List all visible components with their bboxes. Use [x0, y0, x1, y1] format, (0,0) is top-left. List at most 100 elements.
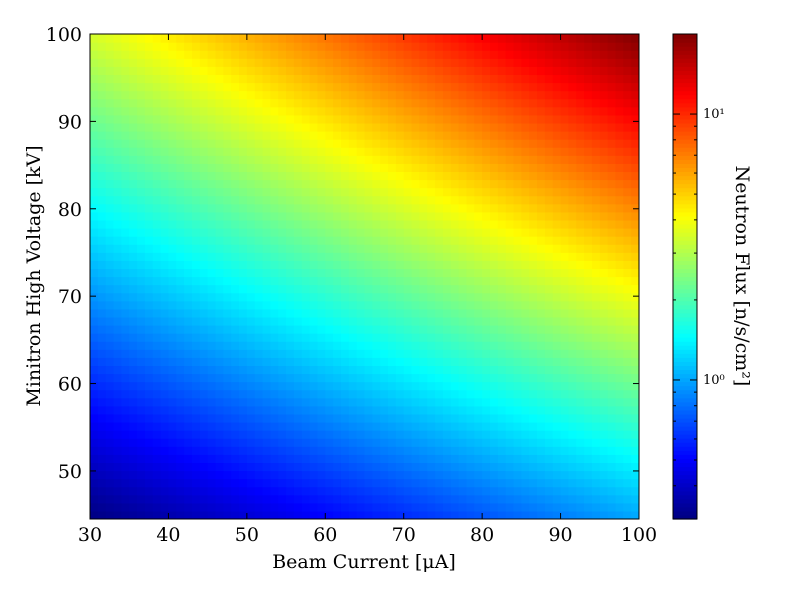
- heatmap-cell: [340, 155, 350, 164]
- heatmap-cell: [388, 462, 397, 472]
- heatmap-cell: [348, 510, 358, 519]
- heatmap-cell: [293, 268, 303, 278]
- heatmap-cell: [513, 122, 522, 132]
- heatmap-cell: [356, 203, 366, 213]
- heatmap-cell: [450, 114, 460, 124]
- heatmap-cell: [427, 171, 436, 181]
- heatmap-cell: [489, 122, 499, 132]
- heatmap-cell: [474, 58, 483, 67]
- heatmap-cell: [458, 195, 468, 205]
- heatmap-cell: [293, 438, 303, 447]
- heatmap-cell: [388, 155, 397, 164]
- colorbar-segment: [673, 135, 697, 140]
- heatmap-cell: [215, 155, 224, 164]
- heatmap-cell: [513, 74, 522, 84]
- heatmap-cell: [497, 333, 507, 342]
- heatmap-cell: [90, 316, 99, 326]
- heatmap-cell: [552, 203, 562, 213]
- heatmap-cell: [599, 349, 609, 358]
- heatmap-cell: [395, 50, 405, 59]
- heatmap-cell: [623, 98, 632, 108]
- heatmap-cell: [435, 284, 444, 294]
- heatmap-cell: [442, 114, 452, 124]
- heatmap-cell: [293, 300, 303, 310]
- heatmap-cell: [293, 357, 303, 367]
- heatmap-cell: [607, 50, 617, 59]
- heatmap-cell: [560, 268, 570, 278]
- heatmap-cell: [544, 228, 554, 237]
- heatmap-cell: [199, 268, 209, 278]
- heatmap-cell: [340, 510, 350, 519]
- heatmap-cell: [537, 494, 546, 504]
- heatmap-cell: [435, 244, 444, 253]
- heatmap-cell: [576, 470, 585, 480]
- heatmap-cell: [144, 389, 154, 399]
- heatmap-cell: [254, 34, 264, 43]
- heatmap-cell: [607, 373, 617, 383]
- heatmap-cell: [246, 308, 256, 318]
- heatmap-cell: [513, 284, 522, 294]
- heatmap-cell: [364, 268, 373, 278]
- heatmap-cell: [395, 203, 405, 213]
- heatmap-cell: [105, 179, 115, 189]
- heatmap-cell: [231, 413, 240, 423]
- heatmap-cell: [184, 98, 193, 108]
- heatmap-cell: [105, 494, 115, 504]
- heatmap-cell: [317, 139, 326, 148]
- heatmap-cell: [168, 122, 177, 132]
- heatmap-cell: [482, 349, 491, 358]
- heatmap-cell: [105, 236, 115, 245]
- heatmap-cell: [184, 147, 193, 156]
- heatmap-cell: [246, 446, 256, 455]
- heatmap-cell: [215, 260, 224, 270]
- heatmap-cell: [144, 292, 154, 302]
- heatmap-cell: [631, 82, 639, 92]
- heatmap-cell: [489, 155, 499, 164]
- colorbar-segment: [673, 256, 697, 261]
- heatmap-cell: [309, 478, 319, 488]
- heatmap-cell: [474, 292, 483, 302]
- heatmap-cell: [223, 244, 232, 253]
- heatmap-cell: [372, 478, 381, 488]
- heatmap-cell: [152, 82, 162, 92]
- heatmap-cell: [286, 252, 295, 261]
- heatmap-cell: [599, 284, 609, 294]
- heatmap-cell: [489, 486, 499, 496]
- heatmap-cell: [356, 357, 366, 367]
- heatmap-cell: [568, 163, 577, 173]
- heatmap-cell: [184, 58, 193, 67]
- heatmap-cell: [207, 50, 217, 59]
- heatmap-cell: [262, 381, 271, 391]
- heatmap-cell: [254, 446, 264, 455]
- heatmap-cell: [513, 430, 522, 439]
- heatmap-cell: [489, 494, 499, 504]
- heatmap-cell: [427, 510, 436, 519]
- heatmap-cell: [325, 211, 334, 221]
- heatmap-cell: [270, 510, 279, 519]
- heatmap-cell: [293, 139, 303, 148]
- heatmap-cell: [474, 486, 483, 496]
- heatmap-cell: [184, 292, 193, 302]
- heatmap-cell: [137, 34, 146, 43]
- heatmap-cell: [207, 66, 217, 76]
- heatmap-cell: [231, 195, 240, 205]
- heatmap-cell: [270, 211, 279, 221]
- heatmap-cell: [623, 438, 632, 447]
- heatmap-cell: [591, 260, 601, 270]
- heatmap-cell: [293, 454, 303, 464]
- heatmap-cell: [623, 131, 632, 140]
- heatmap-cell: [466, 98, 475, 108]
- heatmap-cell: [278, 478, 287, 488]
- heatmap-cell: [419, 438, 428, 447]
- heatmap-cell: [262, 203, 271, 213]
- heatmap-cell: [458, 203, 468, 213]
- heatmap-cell: [576, 373, 585, 383]
- heatmap-cell: [380, 381, 389, 391]
- heatmap-cell: [144, 219, 154, 229]
- heatmap-cell: [168, 413, 177, 423]
- heatmap-cell: [529, 50, 538, 59]
- heatmap-cell: [576, 219, 585, 229]
- heatmap-cell: [458, 430, 468, 439]
- heatmap-cell: [584, 397, 593, 407]
- heatmap-cell: [568, 446, 577, 455]
